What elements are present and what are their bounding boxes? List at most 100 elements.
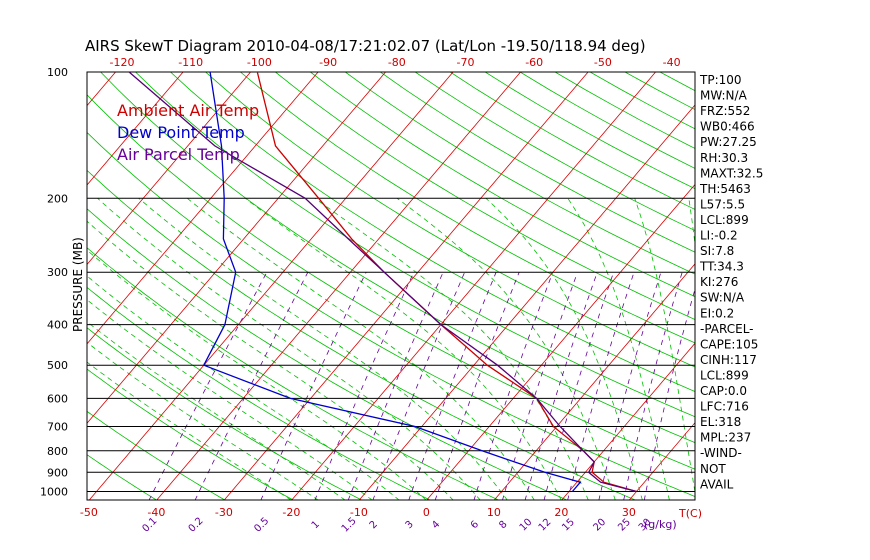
dry-adiabat-line (309, 72, 695, 298)
sounding-index-item: EL:318 (700, 415, 741, 429)
temperature-top-tick-label: -40 (663, 56, 681, 69)
mixing-ratio-line (473, 272, 554, 500)
plot-frame (86, 71, 696, 501)
temperature-bottom-tick-label: 20 (554, 506, 568, 519)
profile-series (128, 72, 637, 493)
mixing-ratio-tick-label: 4 (430, 519, 442, 531)
temperature-top-tick-label: -110 (178, 56, 203, 69)
pressure-tick-labels: 100 200 300 400 500 600 700 800 900 1000 (40, 66, 68, 499)
mixing-ratio-line (372, 272, 466, 500)
mixing-ratio-tick-label: 0.2 (187, 516, 206, 535)
dry-adiabat-line (484, 72, 695, 190)
sounding-index-item: TH:5463 (699, 182, 751, 196)
moist-adiabat-line (87, 341, 319, 500)
sounding-index-item: LCL:899 (700, 213, 749, 227)
pressure-tick-label: 500 (47, 359, 68, 372)
isotherm-line (763, 53, 870, 502)
dry-adiabat-line (87, 368, 295, 500)
temperature-bottom-tick-label: 0 (423, 506, 430, 519)
dry-adiabat-line (204, 72, 695, 368)
mixing-ratio-tick-label: 1 (310, 519, 322, 531)
isotherm-line (87, 72, 252, 266)
pressure-tick-label: 300 (47, 266, 68, 279)
ambient-air-temp-profile-line (256, 72, 637, 493)
legend-ambient-air-temp: Ambient Air Temp (117, 101, 259, 120)
moist-adiabat-line (396, 197, 616, 500)
isotherm-line (493, 263, 695, 500)
sounding-index-item: CINH:117 (700, 353, 757, 367)
mixing-ratio-tick-label: 8 (497, 519, 509, 531)
sounding-index-item: TP:100 (699, 73, 742, 87)
y-axis-label: PRESSURE (MB) (71, 237, 85, 332)
pressure-tick-label: 600 (47, 392, 68, 405)
temperature-top-tick-label: -100 (247, 56, 272, 69)
dry-adiabat-line (169, 72, 695, 393)
temperature-bottom-tick-label: -50 (80, 506, 98, 519)
moist-adiabat-line (87, 361, 292, 500)
dry-adiabat-line (344, 72, 695, 275)
sounding-index-item: AVAIL (700, 477, 734, 491)
dry-adiabat-line (87, 169, 637, 500)
mixing-ratio-tick-label: 6 (469, 519, 481, 531)
pressure-tick-label: 900 (47, 466, 68, 479)
mixing-ratio-line (194, 272, 309, 500)
temperature-top-tick-label: -70 (457, 56, 475, 69)
dew-point-temp-profile-line (202, 72, 582, 492)
sounding-index-item: KI:276 (700, 275, 738, 289)
sounding-index-item: LFC:716 (700, 400, 749, 414)
mixing-ratio-line (502, 272, 578, 500)
temperature-bottom-tick-label: 30 (622, 506, 636, 519)
dry-adiabat-line (87, 131, 695, 497)
temperature-top-tick-label: -80 (388, 56, 406, 69)
isotherm-line (830, 53, 870, 502)
moist-adiabat-line (187, 197, 535, 500)
mixing-ratio-line (598, 272, 662, 500)
chart-title: AIRS SkewT Diagram 2010-04-08/17:21:02.0… (85, 37, 646, 55)
temperature-top-tick-label: -120 (110, 56, 135, 69)
mixing-ratio-line (260, 272, 367, 500)
mixing-ratio-line (623, 272, 683, 500)
mixing-ratio-tick-label: 2 (368, 519, 380, 531)
mixing-ratio-line (408, 272, 497, 500)
isotherm-line (88, 72, 454, 500)
sounding-index-item: L57:5.5 (700, 197, 745, 211)
temperature-bottom-tick-label: -40 (147, 506, 165, 519)
sounding-index-item: FRZ:552 (700, 104, 750, 118)
temperature-bottom-tick-label: 10 (487, 506, 501, 519)
sounding-index-item: CAP:0.0 (700, 384, 747, 398)
sounding-index-item: WB0:466 (700, 120, 755, 134)
mixing-ratio-line (314, 272, 415, 500)
mixing-ratio-line (524, 272, 598, 500)
moist-adiabat-line (138, 197, 508, 500)
mixing-ratio-tick-label: 3 (404, 519, 416, 531)
sounding-index-item: PW:27.25 (700, 135, 757, 149)
isotherm-line (87, 72, 184, 186)
pressure-tick-label: 200 (47, 192, 68, 205)
sounding-index-item: MPL:237 (700, 431, 751, 445)
air-parcel-temp-profile-line (128, 72, 637, 493)
sounding-index-item: NOT (700, 462, 726, 476)
temperature-top-tick-labels: -120 -110 -100 -90 -80 -70 -60 -50 -40 (110, 56, 681, 69)
temperature-top-tick-label: -50 (594, 56, 612, 69)
mixing-ratio-line (434, 272, 520, 500)
sounding-index-item: -WIND- (700, 446, 742, 460)
sounding-index-item: MW:N/A (700, 89, 748, 103)
moist-adiabat-line (314, 197, 589, 500)
mixing-ratio-unit-label: (g/kg) (644, 518, 677, 531)
sounding-index-item: EI:0.2 (700, 306, 734, 320)
pressure-tick-label: 700 (47, 421, 68, 434)
pressure-tick-label: 800 (47, 445, 68, 458)
mixing-ratio-line (543, 272, 614, 500)
legend-dew-point-temp: Dew Point Temp (117, 123, 245, 142)
temperature-bottom-tick-label: -20 (282, 506, 300, 519)
moist-adiabat-line (87, 275, 400, 500)
isotherm-line (426, 183, 695, 500)
sounding-index-item: LI:-0.2 (700, 229, 738, 243)
isotherm-line (561, 342, 695, 500)
moist-adiabat-line (87, 299, 373, 500)
dry-adiabat-line (100, 72, 695, 444)
temperature-bottom-tick-label: -10 (350, 506, 368, 519)
sounding-index-item: MAXT:32.5 (700, 166, 763, 180)
mixing-ratio-tick-label: 25 (616, 517, 633, 534)
